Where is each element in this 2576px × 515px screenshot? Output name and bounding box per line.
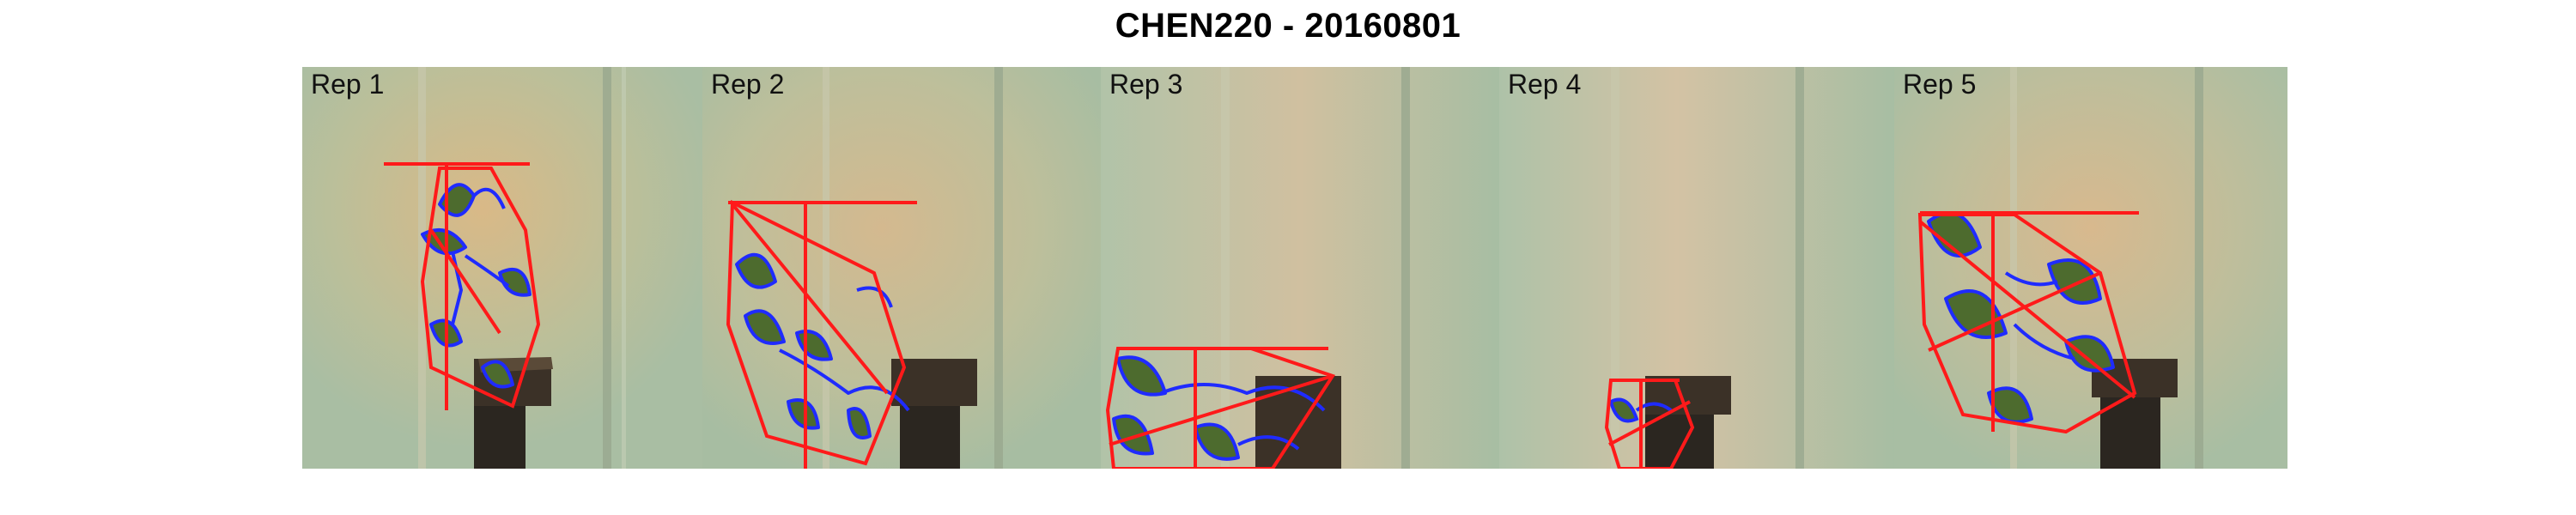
rep-3-panel: Rep 3	[1101, 67, 1499, 469]
rep-4-panel: Rep 4	[1499, 67, 1894, 469]
rep-label: Rep 1	[311, 69, 385, 100]
rep-label: Rep 5	[1903, 69, 1977, 100]
image-strip: Rep 1	[302, 67, 2287, 469]
rep-2-panel: Rep 2	[702, 67, 1101, 469]
rep-1-panel: Rep 1	[302, 67, 702, 469]
rep-label: Rep 3	[1109, 69, 1183, 100]
figure-title: CHEN220 - 20160801	[1115, 7, 1461, 45]
rep-5-panel: Rep 5	[1894, 67, 2287, 469]
rep-3-photo	[1101, 67, 1499, 469]
rep-4-photo	[1499, 67, 1894, 469]
rep-2-photo	[702, 67, 1101, 469]
rep-label: Rep 4	[1508, 69, 1582, 100]
rep-1-photo	[302, 67, 702, 469]
rep-5-photo	[1894, 67, 2287, 469]
rep-label: Rep 2	[711, 69, 785, 100]
